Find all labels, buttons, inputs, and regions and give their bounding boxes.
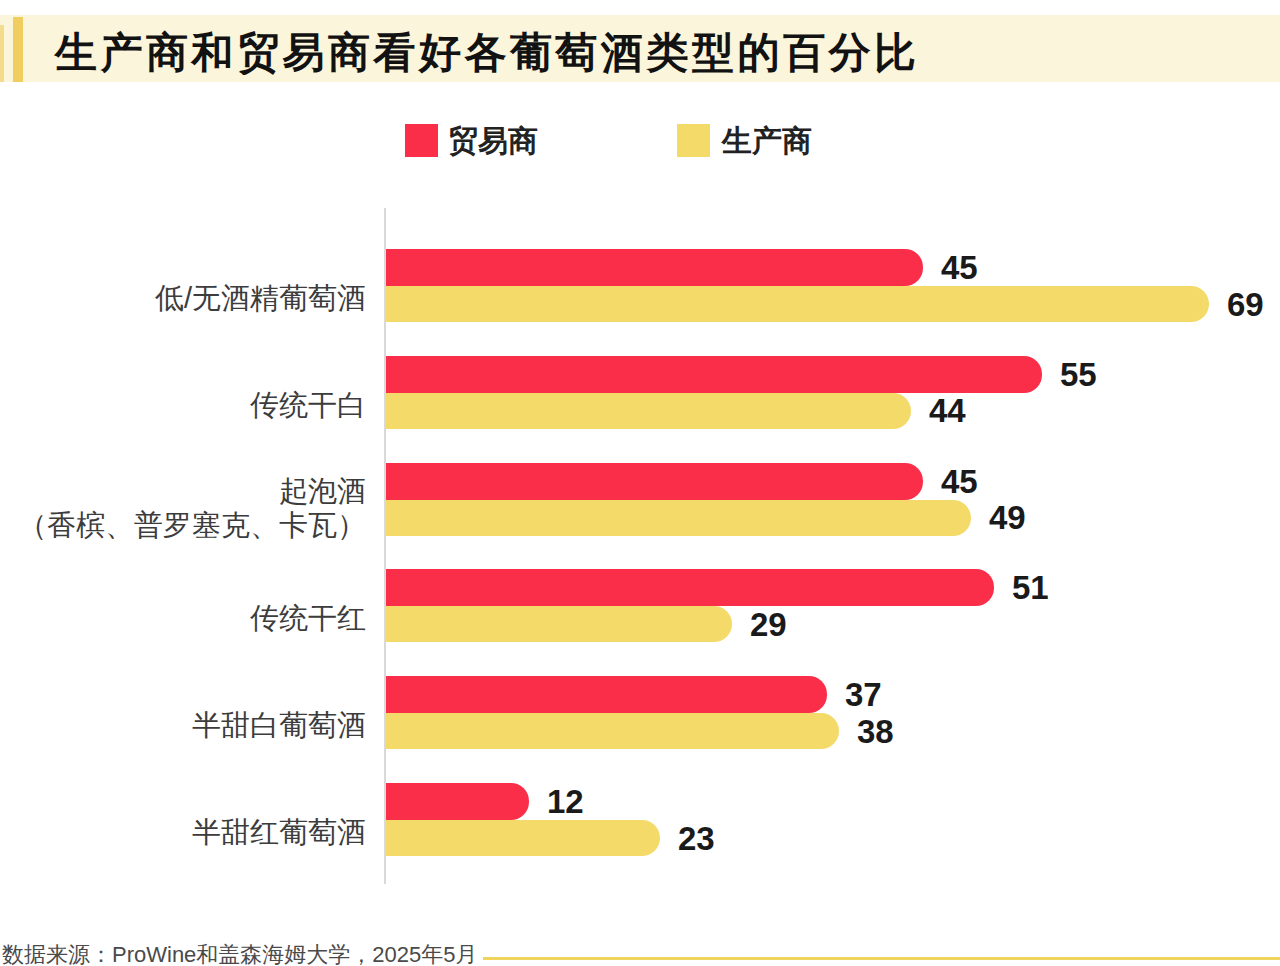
category-label: 低/无酒精葡萄酒 — [0, 281, 366, 315]
value-label: 44 — [929, 392, 966, 429]
bar-trader — [386, 463, 923, 500]
bar-trader — [386, 249, 923, 286]
legend-swatch-trader — [405, 124, 438, 157]
value-label: 37 — [845, 676, 882, 713]
category-label: 传统干红 — [0, 601, 366, 635]
bar-producer — [386, 713, 839, 749]
category-label: 传统干白 — [0, 388, 366, 422]
page-title: 生产商和贸易商看好各葡萄酒类型的百分比 — [55, 19, 920, 86]
infographic-page: 生产商和贸易商看好各葡萄酒类型的百分比 贸易商 生产商 低/无酒精葡萄酒 45 69… — [0, 0, 1280, 966]
value-label: 23 — [678, 820, 715, 857]
category-label: 半甜白葡萄酒 — [0, 708, 366, 742]
value-label: 55 — [1060, 356, 1097, 393]
value-label: 38 — [857, 713, 894, 750]
bar-trader — [386, 569, 994, 606]
category-label: 半甜红葡萄酒 — [0, 815, 366, 849]
footer-accent-line — [483, 957, 1280, 960]
category-label: 起泡酒（香槟、普罗塞克、卡瓦） — [0, 474, 366, 542]
bar-producer — [386, 286, 1209, 322]
bar-producer — [386, 820, 660, 856]
bar-producer — [386, 606, 732, 642]
chart-legend: 贸易商 生产商 — [0, 124, 1280, 157]
edge-strip — [0, 25, 4, 82]
bar-producer — [386, 393, 911, 429]
title-accent-bar — [13, 17, 23, 82]
bar-trader — [386, 676, 827, 713]
legend-label-trader: 贸易商 — [448, 124, 538, 157]
legend-swatch-producer — [677, 124, 710, 157]
value-label: 49 — [989, 499, 1026, 536]
value-label: 29 — [750, 606, 787, 643]
value-label: 51 — [1012, 569, 1049, 606]
bar-producer — [386, 500, 971, 536]
legend-label-producer: 生产商 — [722, 124, 812, 157]
value-label: 69 — [1227, 286, 1264, 323]
bar-trader — [386, 783, 529, 820]
value-label: 12 — [547, 783, 584, 820]
value-label: 45 — [941, 249, 978, 286]
data-source-note: 数据来源：ProWine和盖森海姆大学，2025年5月 — [2, 941, 478, 966]
bar-trader — [386, 356, 1042, 393]
value-label: 45 — [941, 463, 978, 500]
